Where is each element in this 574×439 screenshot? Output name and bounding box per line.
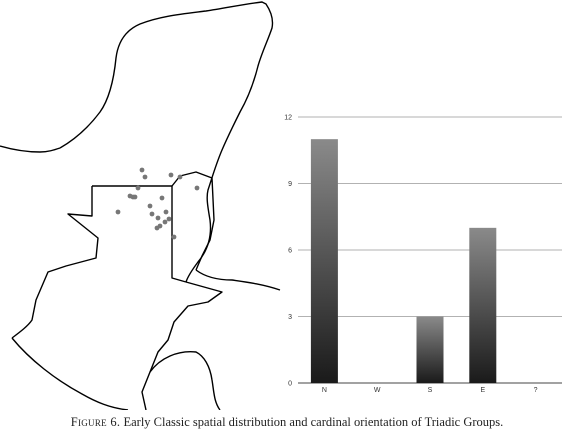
site-point [194, 185, 200, 191]
gulf-coastline [0, 145, 61, 153]
caribbean-coastline [195, 269, 281, 291]
pacific-coastline [11, 337, 129, 410]
site-point [154, 225, 160, 231]
salvador-border [149, 351, 221, 410]
bar-s [416, 316, 444, 383]
guatemala-border [11, 185, 187, 339]
yucatan-coastline [59, 1, 274, 283]
site-point [135, 185, 141, 191]
x-tick-label: W [374, 387, 381, 394]
site-point [149, 211, 155, 217]
x-tick-labels: N W S E? [322, 387, 538, 394]
site-point [142, 174, 148, 180]
belize-border [171, 171, 215, 271]
x-tick-label: ? [534, 387, 538, 394]
figure-caption: Figure 6. Early Classic spatial distribu… [0, 415, 574, 430]
bars [310, 139, 497, 383]
honduras-border [141, 281, 223, 410]
y-tick-label: 3 [288, 314, 292, 321]
figure-label: Figure 6. [70, 415, 121, 429]
site-points [115, 167, 200, 240]
site-point [115, 209, 121, 215]
site-point [163, 209, 169, 215]
map [0, 1, 281, 410]
y-tick-label: 0 [288, 381, 292, 388]
caption-text: Early Classic spatial distribution and c… [123, 415, 504, 429]
site-point [159, 195, 165, 201]
site-point [162, 219, 168, 225]
y-tick-label: 9 [288, 181, 292, 188]
site-point [147, 203, 153, 209]
y-tick-label: 6 [288, 248, 292, 255]
site-point [139, 167, 145, 173]
site-point [177, 174, 183, 180]
bar-n [310, 139, 338, 383]
site-point [171, 234, 177, 240]
y-tick-label: 12 [284, 115, 292, 122]
orientation-bar-chart: 0 3 6 9 12 N W S E? [284, 115, 562, 394]
site-point [155, 215, 161, 221]
y-tick-labels: 0 3 6 9 12 [284, 115, 292, 388]
bar-e [469, 227, 497, 383]
site-point [168, 172, 174, 178]
site-point [132, 194, 138, 200]
x-tick-label: S [428, 387, 433, 394]
site-point [166, 216, 172, 222]
x-tick-label: N [322, 387, 327, 394]
x-tick-label: E [480, 387, 485, 394]
